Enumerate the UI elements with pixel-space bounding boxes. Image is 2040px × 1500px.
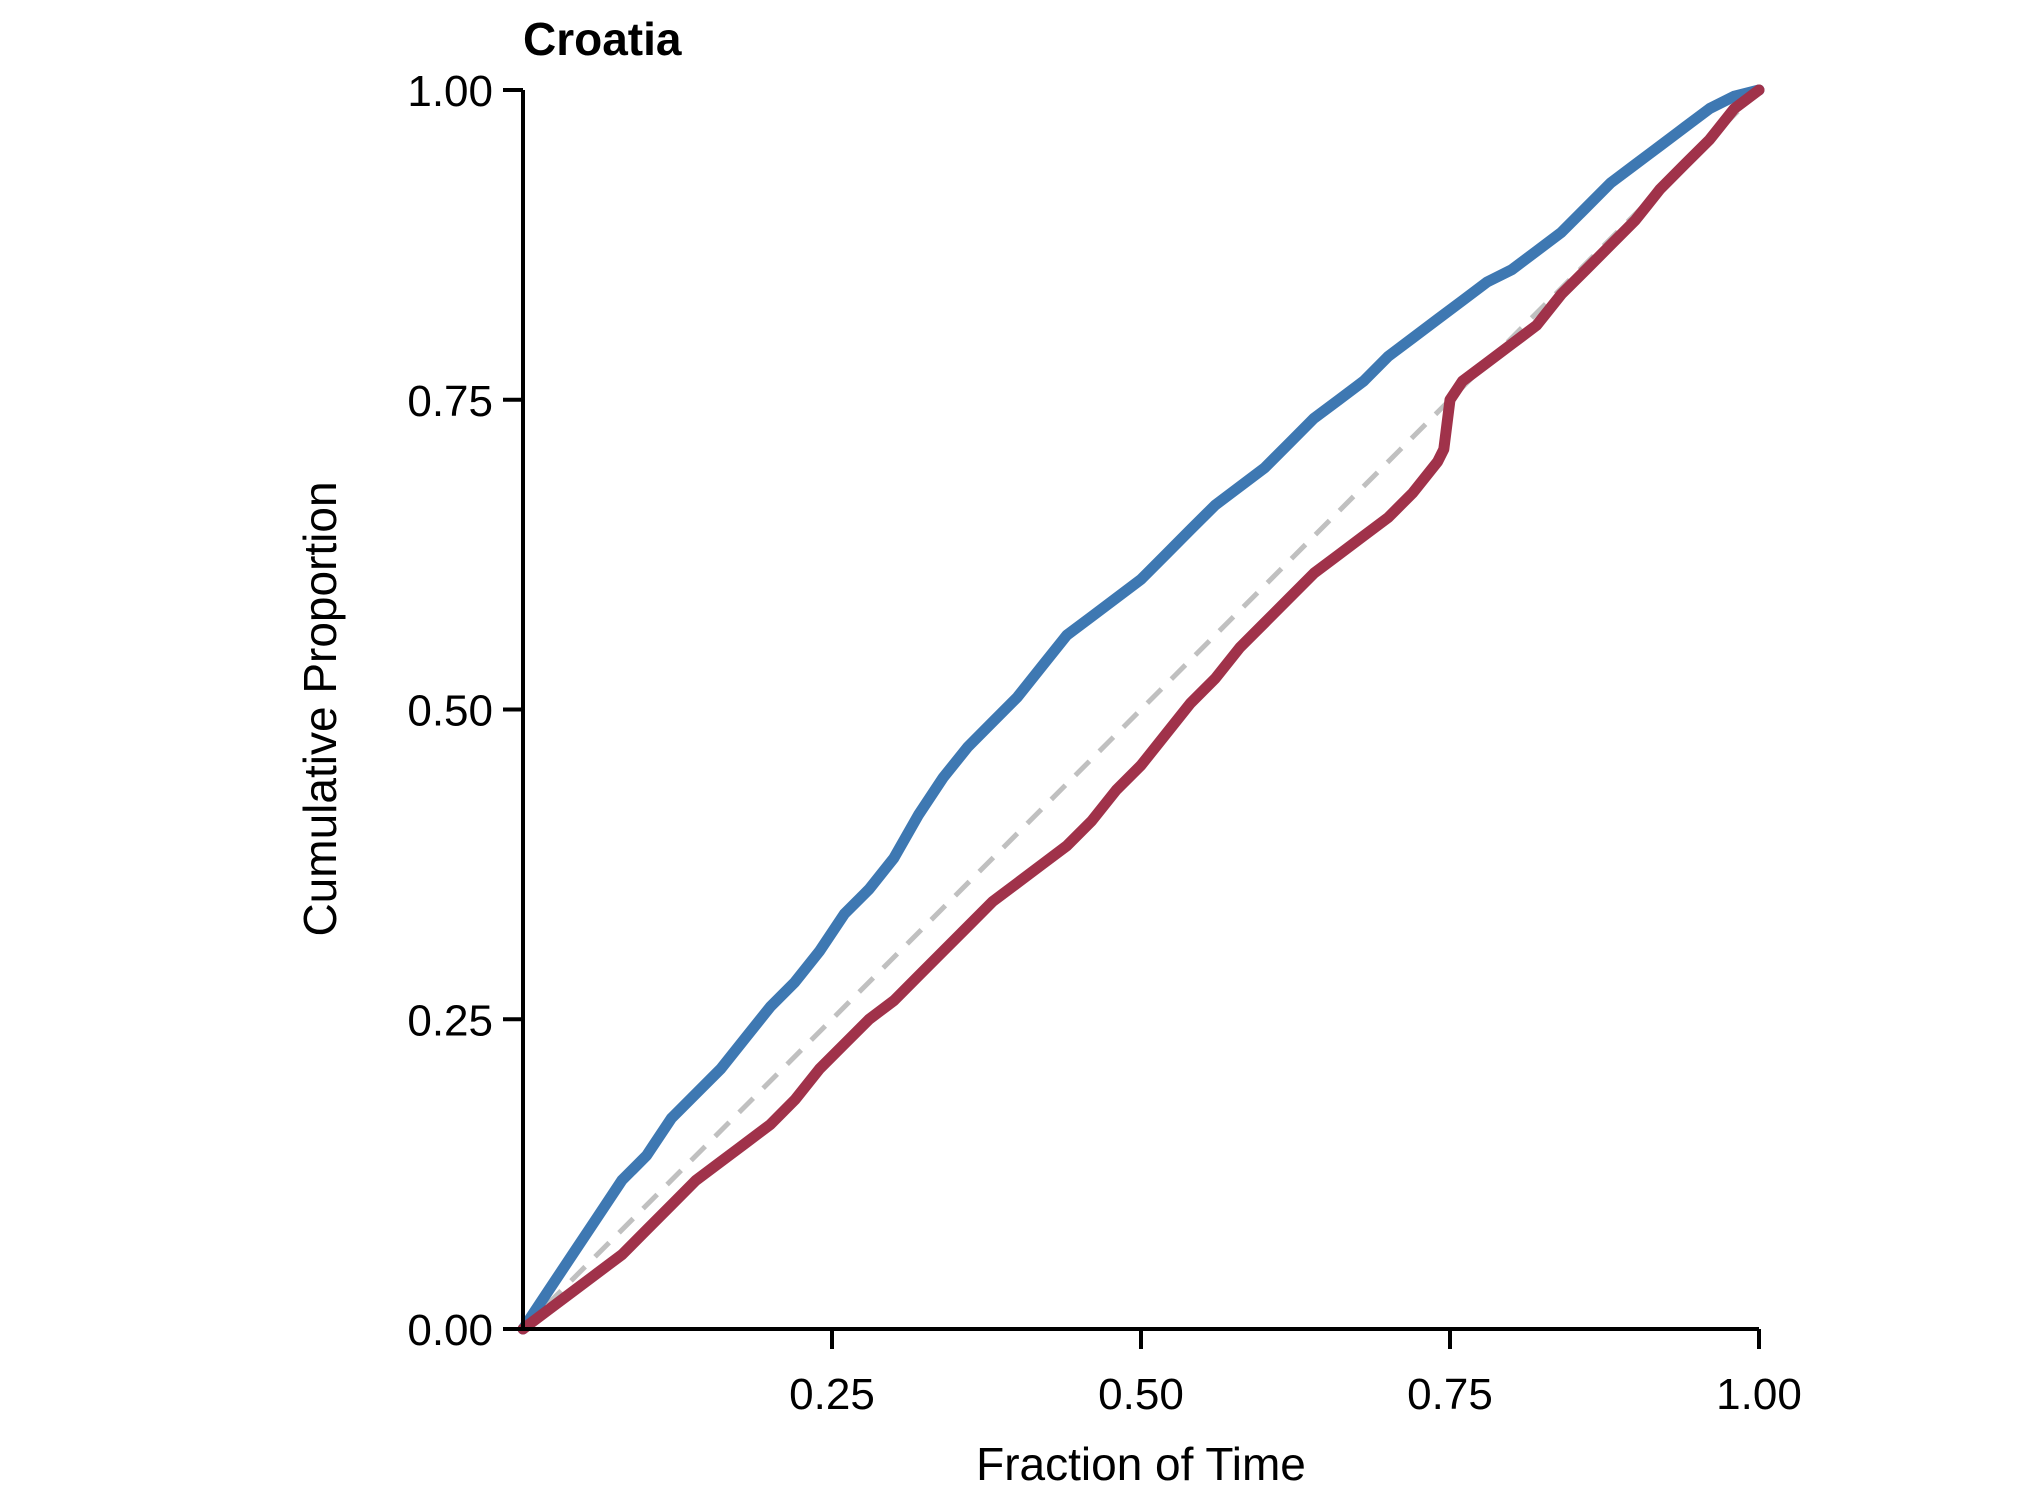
y-tick-label: 0.50	[407, 687, 493, 736]
x-tick-label: 0.75	[1407, 1370, 1493, 1419]
y-tick-label: 0.25	[407, 996, 493, 1045]
y-ticks: 0.00 0.25 0.50 0.75 1.00	[407, 67, 523, 1355]
x-tick-label: 0.25	[789, 1370, 875, 1419]
x-tick-label: 0.50	[1098, 1370, 1184, 1419]
series-line-1	[517, 84, 1765, 1335]
series-line-2	[521, 88, 1761, 1331]
chart-title: Croatia	[523, 13, 682, 65]
x-tick-label: 1.00	[1716, 1370, 1802, 1419]
y-tick-label: 0.75	[407, 377, 493, 426]
plot-area	[517, 84, 1765, 1335]
y-tick-label: 0.00	[407, 1306, 493, 1355]
y-axis-title: Cumulative Proportion	[294, 481, 346, 936]
series-line-0	[517, 84, 1765, 1335]
x-axis-title: Fraction of Time	[976, 1438, 1306, 1490]
x-ticks: 0.25 0.50 0.75 1.00	[789, 1329, 1802, 1419]
y-tick-label: 1.00	[407, 67, 493, 116]
